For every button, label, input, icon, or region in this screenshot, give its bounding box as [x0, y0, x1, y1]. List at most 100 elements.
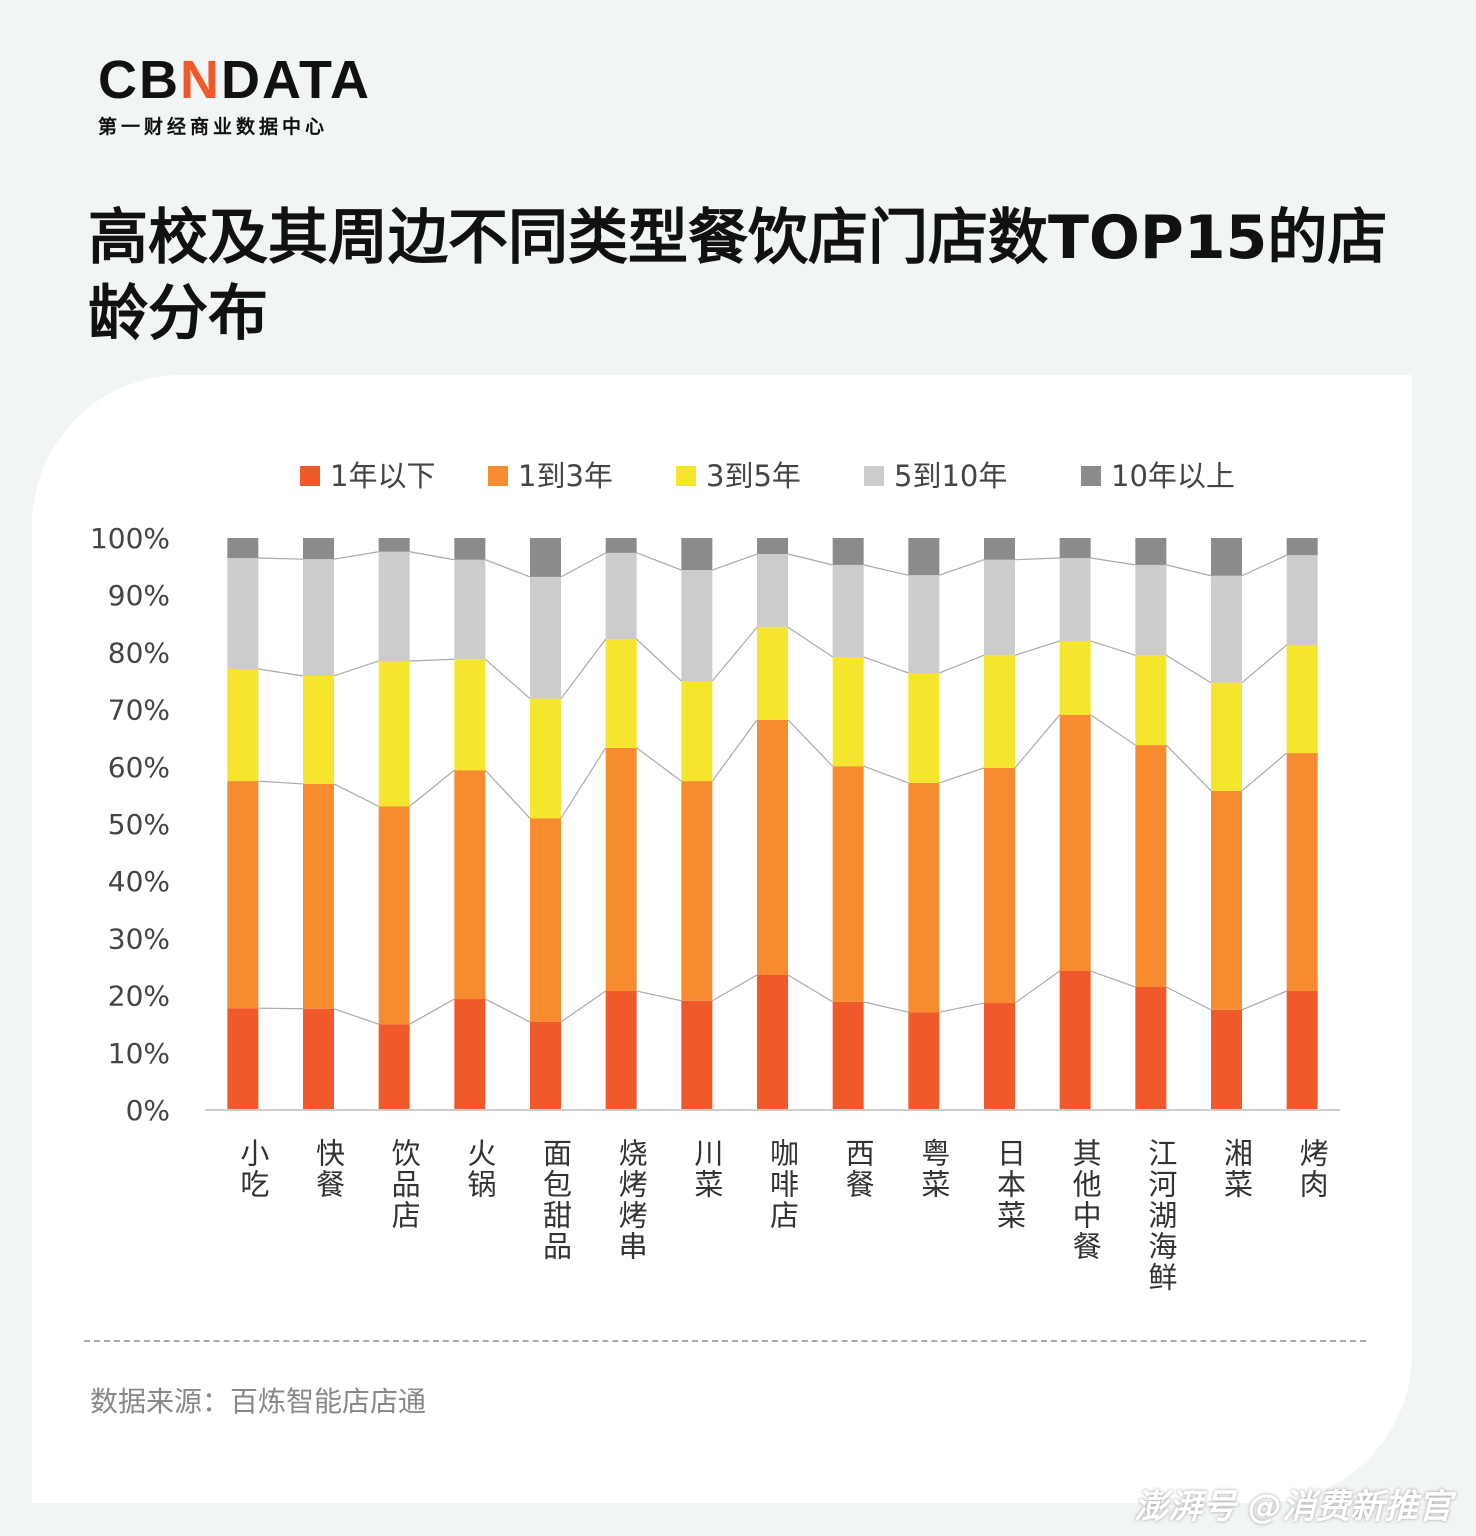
series-line: [939, 559, 985, 576]
bar-segment: [605, 747, 637, 992]
bar-segment: [1286, 538, 1318, 556]
bar-segment: [530, 818, 561, 1022]
chart-card: [32, 375, 1412, 1503]
series-line: [1166, 564, 1212, 577]
x-tick-label: 饮品店: [387, 1138, 421, 1231]
series-line: [1166, 986, 1212, 1011]
bar-segment: [681, 681, 713, 782]
bar-segment: [378, 1024, 410, 1110]
x-tick-label: 湘菜: [1220, 1138, 1254, 1200]
bar-segment: [984, 559, 1015, 656]
bar-segment: [984, 538, 1015, 560]
bar-segment: [1286, 991, 1318, 1110]
bar-segment: [1135, 538, 1167, 565]
legend-label: 5到10年: [894, 459, 1007, 493]
bar-segment: [757, 538, 788, 555]
series-line: [787, 719, 834, 767]
bar-segment: [681, 781, 713, 1001]
logo-subtitle: 第一财经商业数据中心: [98, 116, 329, 138]
bar-segment: [908, 575, 940, 673]
bar-segment: [681, 1000, 713, 1110]
bar-segment: [227, 558, 259, 669]
bar-segment: [1059, 714, 1091, 972]
bar-segment: [1135, 564, 1167, 656]
series-line: [939, 767, 985, 784]
series-line: [484, 658, 531, 700]
series-line: [636, 552, 682, 571]
y-tick-label: 50%: [108, 808, 170, 841]
legend-swatch: [300, 466, 320, 486]
y-tick-label: 90%: [108, 579, 170, 612]
bar-segment: [1286, 644, 1318, 754]
series-line: [409, 769, 455, 807]
bar-segment: [454, 770, 486, 1000]
series-line: [258, 1007, 304, 1010]
bar-segment: [378, 538, 410, 552]
bar-segment: [1286, 753, 1318, 992]
bar-segment: [1211, 538, 1242, 576]
bar-segment: [1286, 555, 1318, 645]
bar-segment: [378, 660, 410, 807]
series-line: [863, 765, 909, 784]
series-line: [712, 974, 758, 1002]
x-tick-label: 川菜: [690, 1138, 724, 1200]
series-line: [258, 668, 304, 677]
bar-segment: [530, 576, 561, 699]
x-tick-label: 小吃: [236, 1138, 270, 1200]
bar-segment: [908, 1012, 940, 1110]
series-line: [1014, 640, 1060, 656]
bar-segment: [1211, 1009, 1242, 1110]
legend-swatch: [488, 466, 508, 486]
y-tick-label: 10%: [108, 1037, 170, 1070]
series-line: [1090, 714, 1136, 746]
bar-segment: [681, 538, 713, 571]
series-line: [1165, 744, 1212, 792]
series-line: [863, 1001, 909, 1013]
bar-segment: [303, 1008, 334, 1110]
series-line: [484, 769, 531, 819]
series-line: [333, 783, 379, 807]
legend-swatch: [676, 466, 696, 486]
bar-segment: [1059, 538, 1091, 559]
bar-segment: [454, 559, 486, 660]
bar-segment: [530, 698, 561, 819]
series-line: [409, 551, 455, 561]
source-note: 数据来源：百炼智能店店通: [90, 1385, 427, 1418]
series-line: [1241, 644, 1288, 684]
x-tick-label: 烤肉: [1295, 1138, 1329, 1200]
bar-segment: [605, 538, 637, 553]
series-line: [787, 553, 833, 566]
series-line: [485, 559, 531, 578]
series-line: [636, 747, 682, 782]
bar-segment: [605, 552, 637, 640]
x-tick-label: 火锅: [463, 1138, 497, 1200]
bar-segment: [303, 538, 334, 560]
bar-segment: [1059, 640, 1091, 715]
series-line: [1014, 557, 1060, 561]
series-line: [560, 990, 607, 1023]
legend-swatch: [1081, 466, 1101, 486]
y-tick-label: 30%: [108, 922, 170, 955]
series-line: [560, 747, 607, 819]
series-line: [1090, 970, 1136, 988]
bar-segment: [832, 1001, 864, 1110]
bar-segment: [227, 1008, 259, 1110]
bar-segment: [605, 639, 637, 748]
series-line: [333, 1008, 379, 1025]
bar-segment: [757, 554, 788, 628]
series-line: [787, 974, 833, 1003]
series-line: [1241, 990, 1287, 1011]
series-line: [409, 998, 455, 1025]
bar-segment: [757, 627, 788, 720]
series-line: [560, 638, 607, 700]
bar-segment: [832, 538, 864, 565]
x-tick-label: 粤菜: [917, 1138, 951, 1200]
legend-label: 10年以上: [1111, 459, 1235, 493]
x-tick-label: 面包甜品: [539, 1138, 573, 1262]
x-tick-label: 其他中餐: [1068, 1138, 1102, 1262]
y-tick-label: 70%: [108, 694, 170, 727]
bar-segment: [1059, 558, 1091, 641]
bar-segment: [832, 656, 864, 767]
series-line: [1241, 752, 1288, 792]
